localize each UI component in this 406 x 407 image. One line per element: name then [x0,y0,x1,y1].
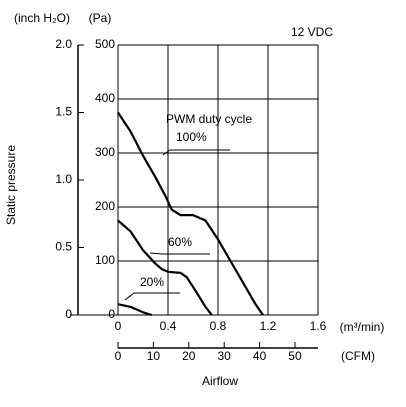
y2-tick-label: 2.0 [55,37,72,51]
y2-tick-label: 1.0 [55,172,72,186]
x-tick-label: 1.2 [260,319,277,333]
y2-unit: (inch H₂O) [14,11,70,25]
x-tick-label: 1.6 [310,319,327,333]
legend-title: PWM duty cycle [166,112,252,126]
x2-tick-label: 30 [218,349,232,363]
y-unit: (Pa) [89,11,112,25]
y2-tick-label: 0 [65,307,72,321]
y-tick-label: 100 [95,253,115,267]
x2-tick-label: 0 [115,349,122,363]
voltage-note: 12 VDC [291,25,333,39]
curve [117,111,264,316]
leader-line [149,252,210,255]
y-label: Static pressure [4,145,18,225]
legend-label: 100% [176,130,207,144]
y-tick-label: 400 [95,91,115,105]
x2-tick-label: 10 [147,349,161,363]
y2-tick-label: 0.5 [55,240,72,254]
x2-tick-label: 40 [253,349,267,363]
leader-line [162,149,230,156]
x2-tick-label: 20 [182,349,196,363]
x-label: Airflow [202,374,238,388]
y2-tick-label: 1.5 [55,105,72,119]
x-tick-label: 0 [115,319,122,333]
curve [117,303,153,317]
legend-label: 20% [140,275,164,289]
leader-line [124,292,180,301]
curve [117,219,213,316]
y-tick-label: 300 [95,145,115,159]
x2-tick-label: 50 [288,349,302,363]
y-tick-label: 500 [95,37,115,51]
x2-unit: (CFM) [341,349,375,363]
y-tick-label: 200 [95,199,115,213]
legend-label: 60% [168,235,192,249]
x-tick-label: 0.4 [160,319,177,333]
x-unit: (m³/min) [340,320,385,334]
x-tick-label: 0.8 [210,319,227,333]
y-tick-label: 0 [108,307,115,321]
